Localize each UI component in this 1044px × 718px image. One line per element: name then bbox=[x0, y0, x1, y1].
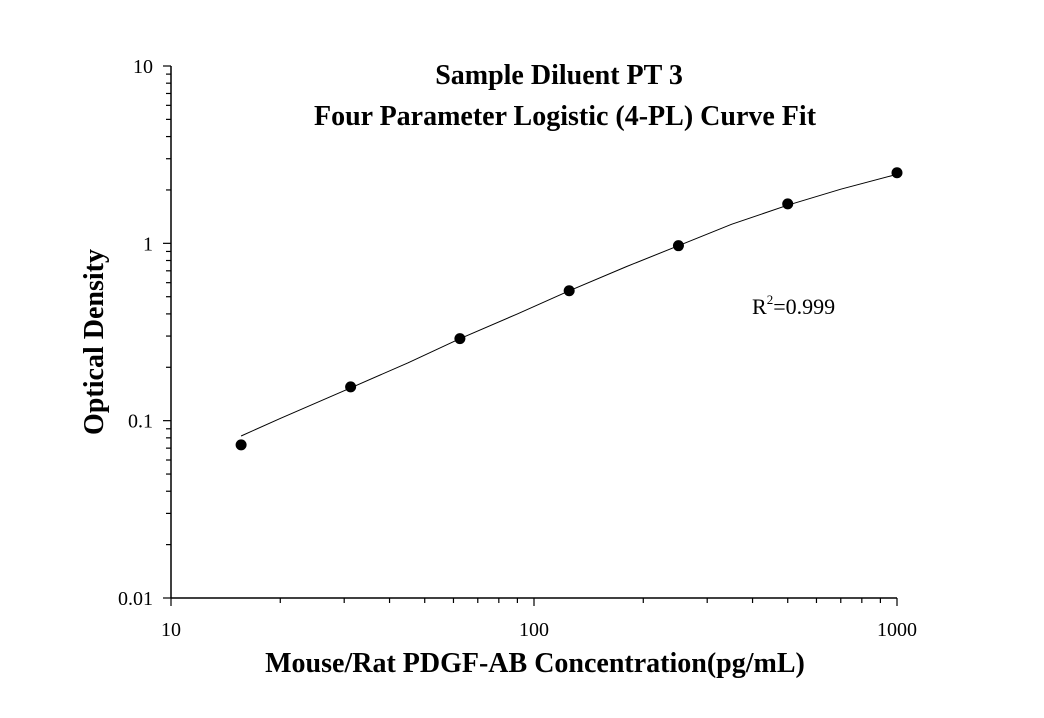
y-tick-label: 10 bbox=[133, 56, 153, 78]
data-point bbox=[345, 381, 357, 393]
data-points-layer bbox=[235, 167, 903, 451]
ticks: 10 100 1000 0.01 0.1 1 10 bbox=[118, 56, 917, 641]
chart-title-line1: Sample Diluent PT 3 bbox=[435, 60, 683, 91]
x-tick-label: 1000 bbox=[877, 619, 917, 641]
data-point bbox=[672, 240, 684, 252]
y-tick-label: 0.1 bbox=[128, 411, 153, 433]
data-point bbox=[454, 333, 466, 345]
data-point bbox=[782, 198, 794, 210]
x-tick-label: 100 bbox=[519, 619, 549, 641]
r-squared-annotation: R2=0.999 bbox=[752, 292, 835, 319]
y-tick-label: 0.01 bbox=[118, 588, 153, 610]
x-axis-label: Mouse/Rat PDGF-AB Concentration(pg/mL) bbox=[265, 648, 805, 679]
data-point bbox=[563, 285, 575, 297]
axes bbox=[170, 66, 897, 599]
x-tick-label: 10 bbox=[161, 619, 181, 641]
data-point bbox=[235, 439, 247, 451]
y-tick-label: 1 bbox=[143, 233, 153, 255]
data-point bbox=[891, 167, 903, 179]
r-squared-r: R bbox=[752, 294, 767, 319]
r-squared-superscript: 2 bbox=[767, 292, 774, 307]
chart-title-line2: Four Parameter Logistic (4-PL) Curve Fit bbox=[314, 101, 817, 132]
y-axis-label: Optical Density bbox=[79, 249, 110, 435]
r-squared-value: =0.999 bbox=[773, 294, 835, 319]
